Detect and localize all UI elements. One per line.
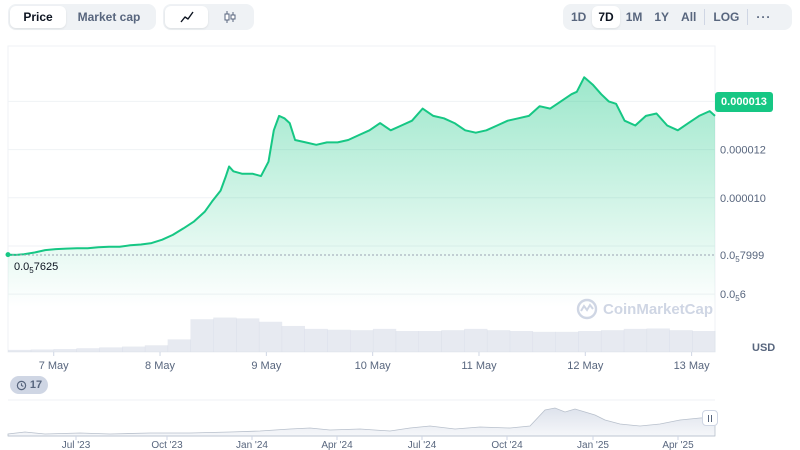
volume-bar <box>418 331 442 352</box>
navigator: Jul '23 Oct '23 Jan '24 Apr '24 Jul '24 Oct '… <box>7 399 716 450</box>
chart-type-tabs <box>163 4 254 30</box>
navigator-tick-label: Apr '25 <box>662 440 694 450</box>
candlestick-button[interactable] <box>208 6 251 28</box>
navigator-tick-label: Oct '23 <box>151 440 183 450</box>
tab-price[interactable]: Price <box>10 6 66 28</box>
metric-tabs: Price Market cap <box>8 4 156 30</box>
watermark-text: CoinMarketCap <box>603 300 714 318</box>
volume-bar <box>669 330 693 352</box>
range-all[interactable]: All <box>681 10 697 24</box>
volume-bar <box>372 328 397 352</box>
volume-bar <box>646 328 670 352</box>
volume-bar <box>236 318 260 352</box>
start-point <box>5 252 11 258</box>
volume-bar <box>144 345 169 352</box>
candlestick-icon <box>224 11 235 23</box>
navigator-tick-label: Jan '25 <box>577 440 609 450</box>
volume-bar <box>327 329 351 352</box>
volume-bar <box>555 331 579 352</box>
navigator-area <box>7 407 716 437</box>
range-1y[interactable]: 1Y <box>654 10 670 24</box>
volume-bar <box>281 325 305 352</box>
range-1m[interactable]: 1M <box>625 10 643 24</box>
x-tick-label: 8 May <box>145 360 175 372</box>
more-options-button[interactable]: ··· <box>750 6 777 28</box>
events-count: 17 <box>29 379 43 391</box>
volume-bar <box>53 349 77 352</box>
volume-bar <box>692 331 716 352</box>
volume-bar <box>464 328 488 352</box>
navigator-tick-label: Oct '24 <box>491 440 523 450</box>
currency-label: USD <box>752 342 776 354</box>
price-line <box>7 76 716 256</box>
y-axis-labels: 0.000012 0.000010 0.056 0.057999 <box>720 145 766 304</box>
navigator-tick-label: Apr '24 <box>321 440 353 450</box>
range-divider <box>704 9 706 25</box>
navigator-tick-label: Jan '24 <box>236 440 268 450</box>
range-divider <box>747 9 749 25</box>
volume-bar <box>304 328 328 352</box>
volume-bar <box>600 330 625 352</box>
volume-bar <box>486 330 511 352</box>
volume-bar <box>532 331 556 352</box>
volume-bar <box>350 330 374 352</box>
y-tick-label: 0.000010 <box>720 193 766 205</box>
x-axis-labels: 7 May 8 May 9 May 10 May 11 May 12 May 13 May <box>39 352 710 372</box>
events-badge[interactable]: 17 <box>10 376 48 394</box>
volume-bar <box>213 317 237 352</box>
volume-bar <box>395 331 420 352</box>
volume-bar <box>258 321 283 352</box>
more-horizontal-icon: ··· <box>756 10 772 24</box>
volume-bar <box>623 328 648 352</box>
volume-bar <box>99 347 123 352</box>
navigator-tick-label: Jul '23 <box>62 440 91 450</box>
x-tick-label: 9 May <box>251 360 281 372</box>
navigator-tick-label: Jul '24 <box>408 440 437 450</box>
x-tick-label: 7 May <box>39 360 69 372</box>
x-tick-label: 13 May <box>674 360 711 372</box>
volume-bar <box>8 349 32 352</box>
x-tick-label: 11 May <box>461 360 497 372</box>
line-chart-button[interactable] <box>165 6 208 28</box>
volume-bar <box>441 330 465 352</box>
start-price-label: 0.057625 <box>14 261 58 275</box>
volume-bar <box>190 319 214 352</box>
volume-bar <box>578 331 602 352</box>
y-tick-label: 0.056 <box>720 289 746 303</box>
history-icon <box>16 380 27 390</box>
y-tick-label: 0.000012 <box>720 145 766 157</box>
tab-market-cap[interactable]: Market cap <box>77 10 141 24</box>
volume-bar <box>76 348 100 352</box>
reference-price-label: 0.057999 <box>720 250 764 264</box>
range-7d[interactable]: 7D <box>592 6 620 28</box>
coinmarketcap-logo-icon <box>576 298 598 320</box>
x-tick-label: 10 May <box>355 360 392 372</box>
x-tick-label: 12 May <box>567 360 604 372</box>
watermark: CoinMarketCap <box>576 298 713 320</box>
volume-bars <box>8 317 716 352</box>
log-scale-toggle[interactable]: LOG <box>713 10 740 24</box>
line-chart-icon <box>179 11 194 23</box>
volume-bar <box>30 349 55 352</box>
volume-bar <box>167 339 191 352</box>
current-price-tag: 0.000013 <box>715 92 773 112</box>
price-area <box>8 77 715 307</box>
time-range-tabs: 1D 7D 1M 1Y All LOG ··· <box>563 4 792 30</box>
navigator-handle[interactable] <box>702 410 718 426</box>
volume-bar <box>509 331 534 352</box>
volume-bar <box>122 346 146 352</box>
range-1d[interactable]: 1D <box>571 10 587 24</box>
